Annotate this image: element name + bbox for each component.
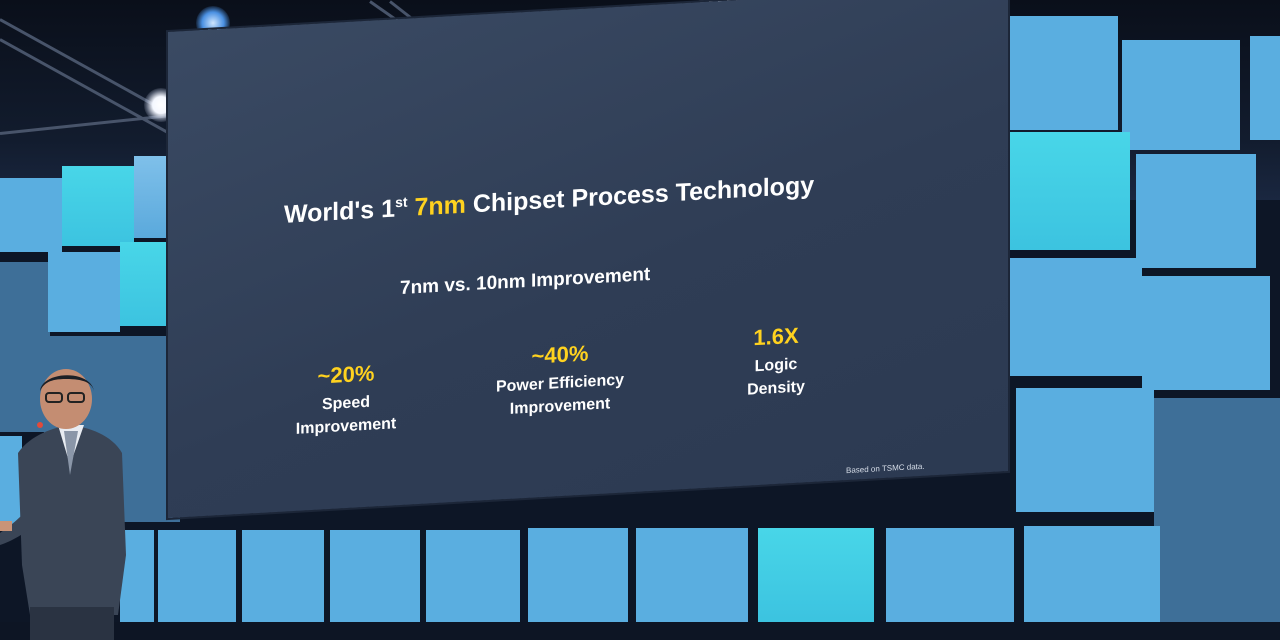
title-highlight: 7nm xyxy=(414,190,466,222)
metric-value: ~40% xyxy=(531,340,589,369)
title-suffix: Chipset Process Technology xyxy=(472,171,815,219)
metric-value: ~20% xyxy=(317,360,375,389)
stage-floor xyxy=(0,622,1280,640)
title-prefix: World's 1 xyxy=(284,194,396,229)
title-superscript: st xyxy=(395,193,408,211)
metric-logic-density: 1.6X Logic Density xyxy=(716,321,836,404)
slide-subtitle: 7nm vs. 10nm Improvement xyxy=(400,264,651,300)
presenter-figure xyxy=(0,369,126,640)
slide-footnote: Based on TSMC data. xyxy=(846,461,925,476)
slide-title: World's 1st 7nm Chipset Process Technolo… xyxy=(284,165,924,230)
metric-value: 1.6X xyxy=(753,322,799,351)
metric-power-efficiency: ~40% Power Efficiency Improvement xyxy=(476,337,644,422)
presentation-screen: World's 1st 7nm Chipset Process Technolo… xyxy=(168,0,1008,519)
metric-speed: ~20% Speed Improvement xyxy=(276,358,416,442)
